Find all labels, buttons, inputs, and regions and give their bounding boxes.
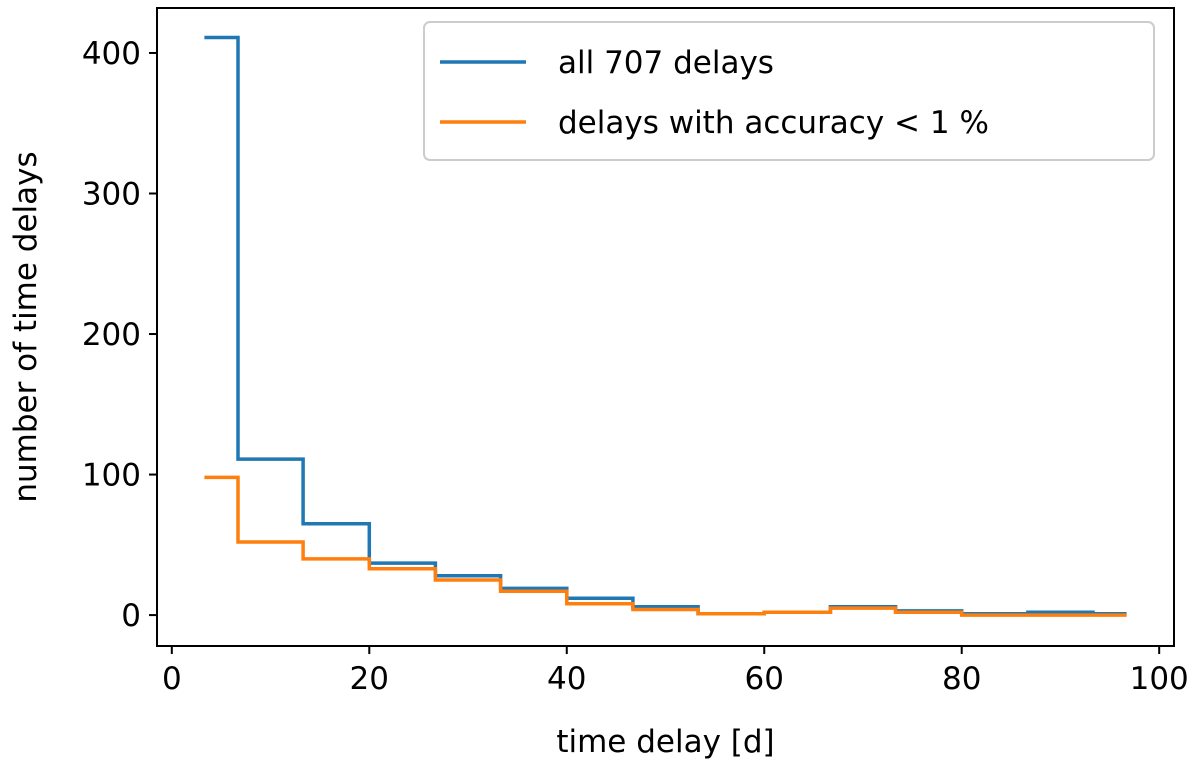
- y-axis-label: number of time delays: [8, 151, 44, 502]
- legend: all 707 delays delays with accuracy < 1 %: [423, 21, 1155, 161]
- y-tick-label: 400: [82, 36, 141, 72]
- y-axis-ticks: 0 100 200 300 400: [82, 36, 157, 634]
- legend-box: [423, 21, 1155, 161]
- x-tick-label: 20: [350, 661, 389, 697]
- x-tick-label: 0: [162, 661, 182, 697]
- y-tick-label: 200: [82, 317, 141, 353]
- x-tick-label: 60: [745, 661, 784, 697]
- x-tick-label: 100: [1130, 661, 1189, 697]
- x-axis-label: time delay [d]: [556, 724, 774, 760]
- y-tick-label: 300: [82, 176, 141, 212]
- series-lines: [204, 35, 1127, 617]
- legend-label-1: all 707 delays: [558, 45, 774, 81]
- x-tick-label: 80: [942, 661, 981, 697]
- plot-frame: [156, 7, 1175, 647]
- y-tick-label: 0: [121, 598, 141, 634]
- x-tick-label: 40: [547, 661, 586, 697]
- series-line-2: [204, 475, 1127, 617]
- x-axis-ticks: 0 20 40 60 80 100: [162, 646, 1189, 697]
- y-tick-label: 100: [82, 458, 141, 494]
- legend-label-2: delays with accuracy < 1 %: [558, 105, 989, 141]
